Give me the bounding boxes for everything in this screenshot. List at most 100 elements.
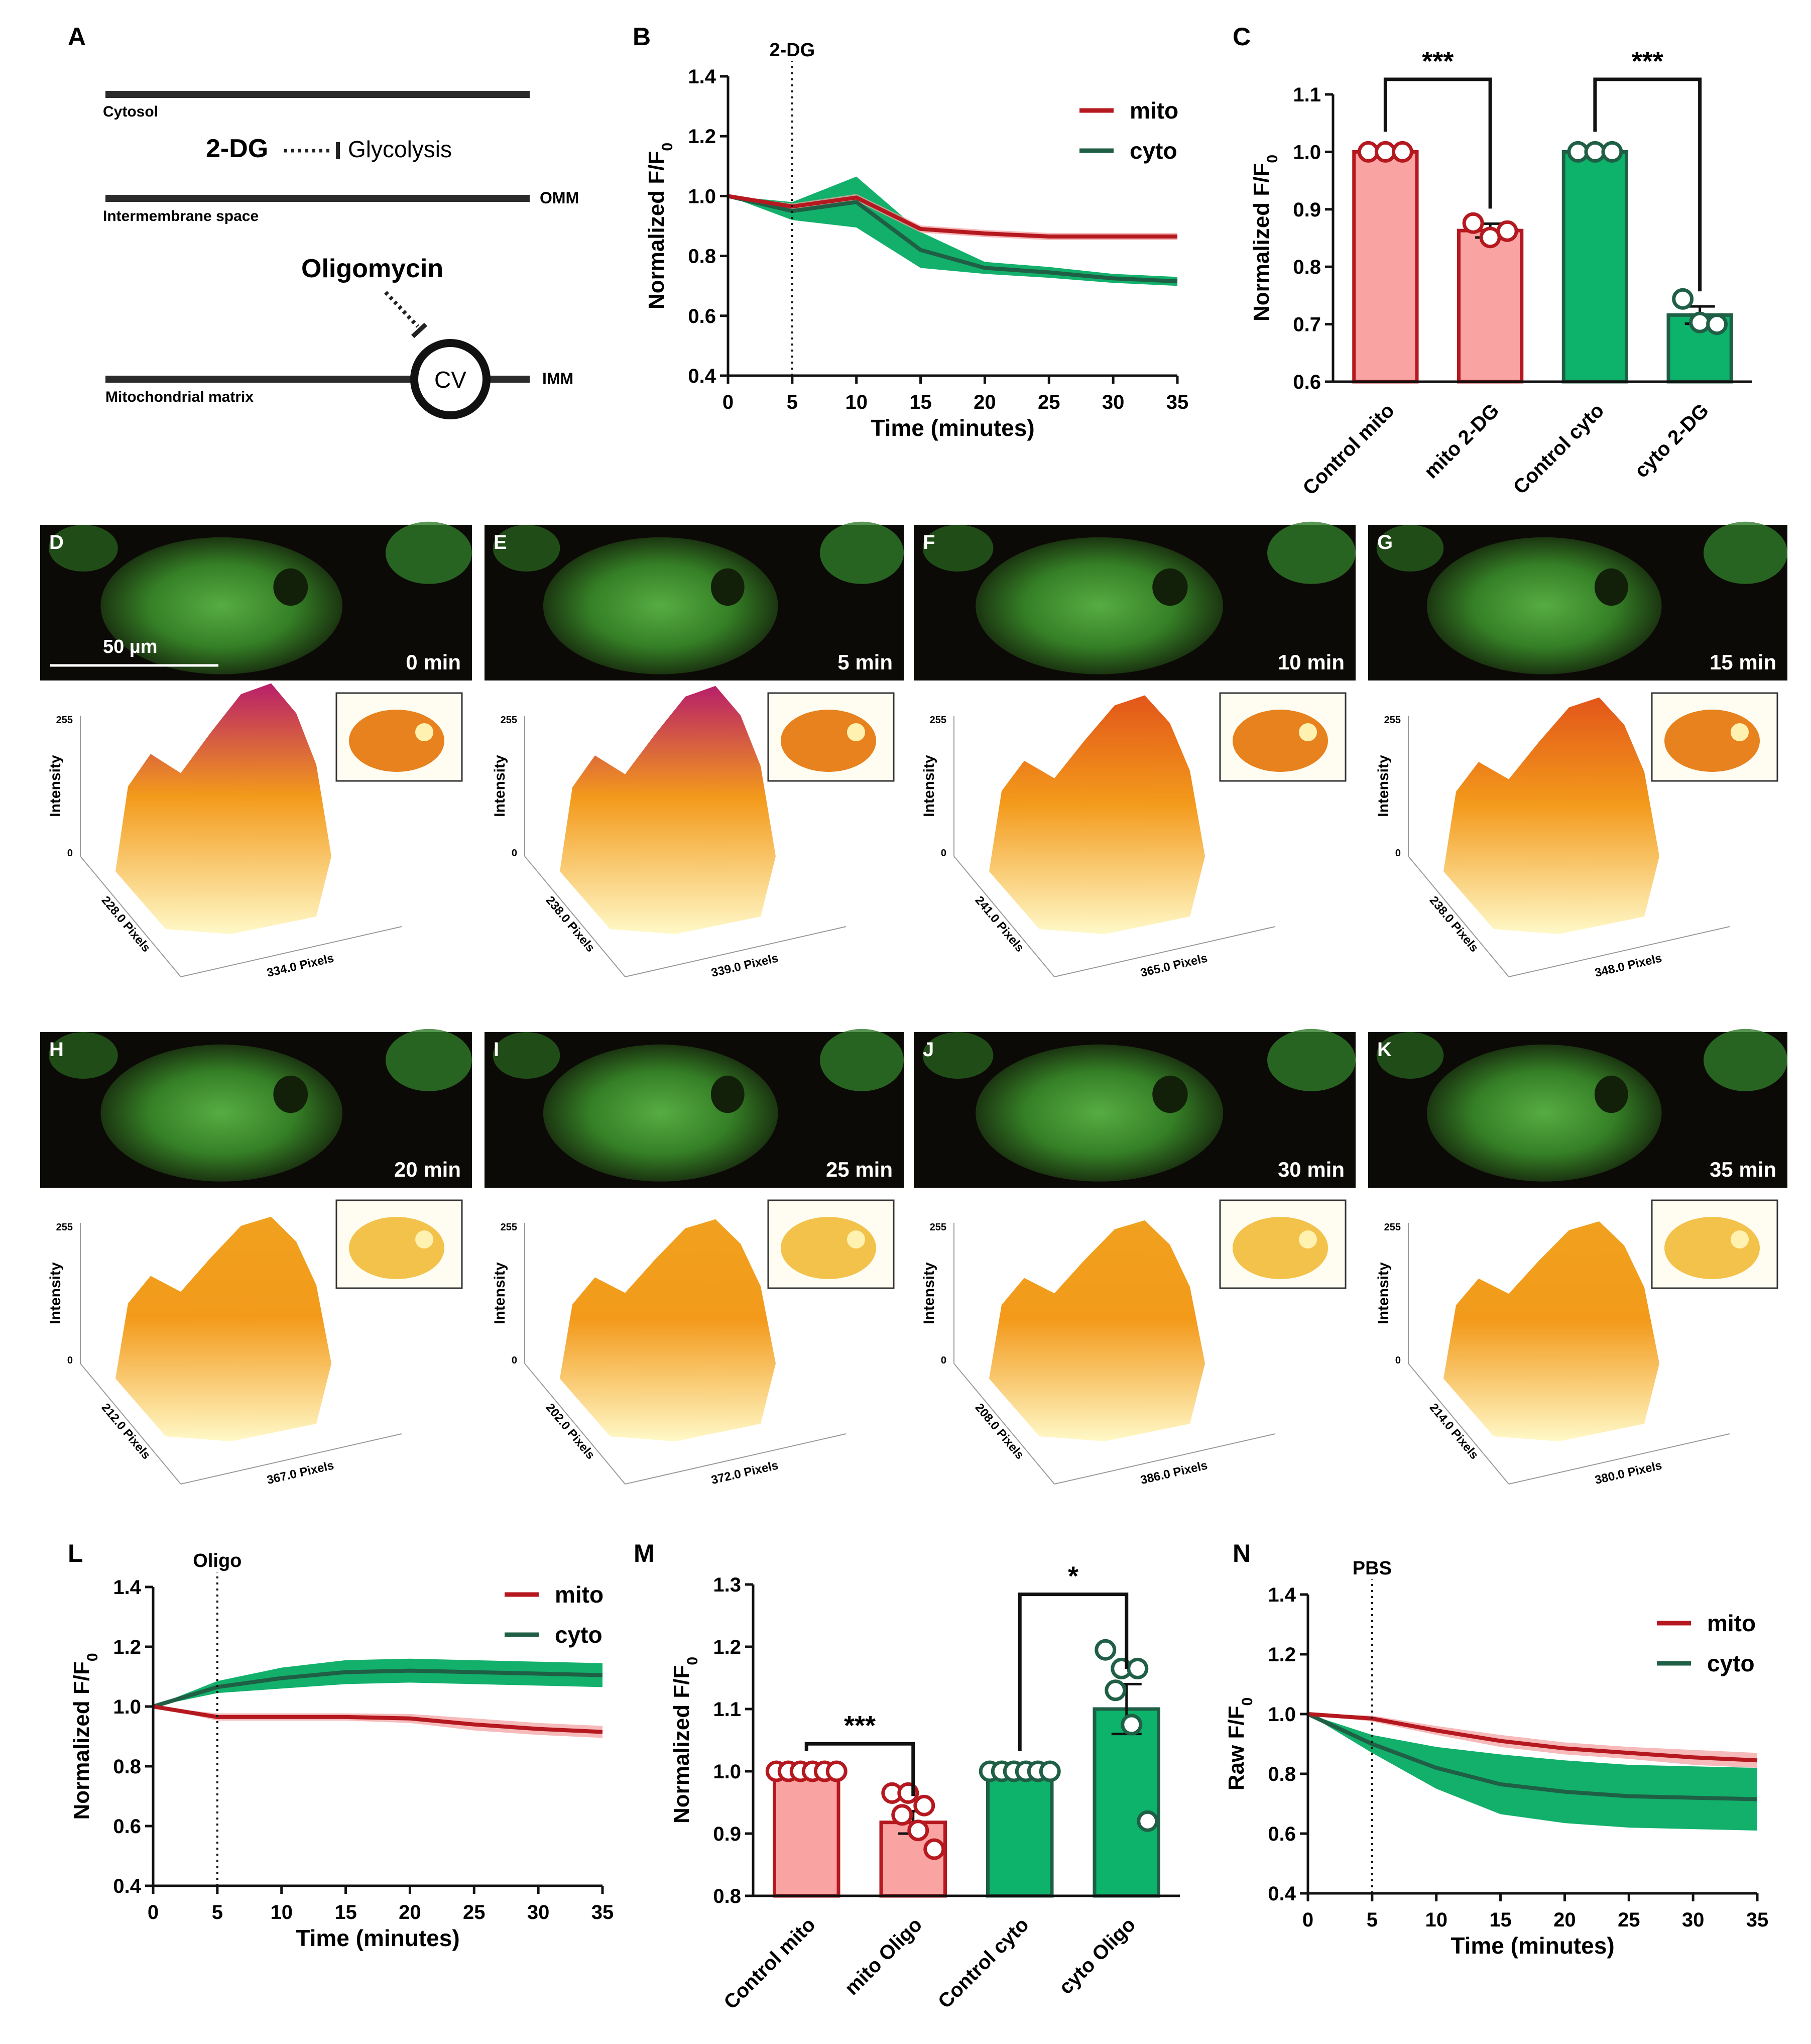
neighbor-cell bbox=[493, 525, 560, 572]
thumbnail-vacuole bbox=[415, 723, 433, 741]
y-tick-label: 1.1 bbox=[713, 1698, 741, 1721]
neighbor-cell bbox=[1704, 521, 1787, 584]
treatment-marker-label: PBS bbox=[1353, 1558, 1392, 1579]
bar-0 bbox=[1352, 150, 1419, 384]
data-point bbox=[1706, 313, 1728, 335]
panel-letter: G bbox=[1377, 531, 1393, 553]
thumbnail-cell bbox=[1233, 1217, 1328, 1279]
panel-letter: H bbox=[49, 1039, 64, 1061]
z-axis-min: 0 bbox=[941, 848, 946, 859]
cell-body bbox=[976, 1044, 1223, 1182]
panel-letter-n: N bbox=[1233, 1539, 1251, 1567]
z-axis-max: 255 bbox=[501, 1222, 517, 1233]
surface-y-axis bbox=[625, 1433, 847, 1485]
x-tick-label: 15 bbox=[1489, 1909, 1512, 1931]
cell-body bbox=[100, 1044, 342, 1182]
treatment-marker-label: 2-DG bbox=[769, 40, 815, 61]
category-label: mito Oligo bbox=[840, 1913, 926, 1999]
panel-letter: J bbox=[923, 1039, 934, 1061]
drug-2dg-label: 2-DG bbox=[206, 134, 268, 163]
series-line-cyto bbox=[152, 1668, 603, 1709]
time-label: 5 min bbox=[837, 650, 893, 674]
intensity-surface bbox=[989, 695, 1205, 934]
intensity-surface bbox=[560, 686, 776, 934]
chart-m-oligo-bars: Control mito mito Oligo Control cyto cyto O… bbox=[669, 1561, 1180, 2013]
series-line-cyto bbox=[728, 194, 1178, 284]
z-axis-label: Intensity bbox=[1375, 755, 1392, 817]
y-tick-label: 1.2 bbox=[1268, 1644, 1296, 1666]
significance-bracket bbox=[1593, 77, 1702, 292]
series-line-mito bbox=[728, 194, 1177, 239]
time-label: 10 min bbox=[1278, 650, 1345, 674]
thumbnail-cell bbox=[349, 710, 444, 772]
intensity-surface bbox=[560, 1219, 776, 1441]
cell-body bbox=[976, 537, 1223, 674]
series-band-cyto bbox=[153, 1658, 602, 1707]
y-tick-label: 1.0 bbox=[113, 1696, 141, 1718]
panel-letter-b: B bbox=[633, 23, 651, 51]
data-point bbox=[825, 1760, 848, 1782]
y-tick-label: 1.2 bbox=[113, 1636, 141, 1658]
x-tick-label: 0 bbox=[148, 1901, 159, 1923]
x-tick-label: 25 bbox=[463, 1901, 486, 1923]
neighbor-cell bbox=[1267, 1029, 1356, 1091]
legend-label-cyto: cyto bbox=[1130, 138, 1177, 164]
thumbnail-cell bbox=[781, 1217, 876, 1279]
panel-letter: F bbox=[923, 531, 935, 553]
y-tick-label: 0.6 bbox=[113, 1815, 141, 1838]
thumbnail-cell bbox=[1664, 1217, 1760, 1279]
thumbnail-cell bbox=[1664, 710, 1760, 772]
cell-body bbox=[1426, 1044, 1662, 1182]
x-tick-label: 25 bbox=[1038, 391, 1060, 413]
intensity-surface bbox=[115, 683, 331, 934]
neighbor-cell bbox=[386, 1029, 472, 1091]
category-label: cyto 2-DG bbox=[1630, 399, 1713, 482]
panel-letter-m: M bbox=[634, 1539, 655, 1567]
significance-bracket bbox=[804, 1742, 915, 1796]
legend-label-mito: mito bbox=[555, 1581, 603, 1608]
cell-vacuole bbox=[710, 568, 745, 606]
x-tick-label: 5 bbox=[787, 391, 798, 413]
x-tick-label: 35 bbox=[1746, 1909, 1769, 1931]
intensity-surface bbox=[115, 1216, 331, 1441]
x-tick-label: 10 bbox=[270, 1901, 293, 1923]
neighbor-cell bbox=[820, 521, 904, 584]
cell-body bbox=[543, 1044, 778, 1182]
series-band-mito bbox=[153, 1707, 602, 1738]
significance-bracket bbox=[1018, 1593, 1129, 1751]
z-axis-max: 255 bbox=[1384, 1222, 1401, 1233]
panel-letter: I bbox=[494, 1039, 499, 1061]
data-point bbox=[913, 1794, 935, 1816]
x-tick-label: 30 bbox=[1102, 391, 1125, 413]
thumbnail-vacuole bbox=[847, 1230, 865, 1248]
matrix-label: Mitochondrial matrix bbox=[105, 389, 254, 405]
cytosol-label: Cytosol bbox=[103, 103, 158, 120]
z-axis-min: 0 bbox=[1395, 848, 1401, 859]
cell-body bbox=[543, 537, 778, 674]
x-tick-label: 30 bbox=[1682, 1909, 1705, 1931]
z-axis-label: Intensity bbox=[921, 1262, 937, 1324]
panel-letter: E bbox=[494, 531, 507, 553]
x-tick-label: 15 bbox=[334, 1901, 357, 1923]
thumbnail-cell bbox=[781, 710, 876, 772]
y-tick-label: 1.4 bbox=[113, 1576, 141, 1599]
surface-y-axis bbox=[1054, 926, 1276, 977]
oligomycin-label: Oligomycin bbox=[301, 254, 443, 283]
x-axis-label: Time (minutes) bbox=[296, 1925, 459, 1951]
y-tick-label: 0.9 bbox=[713, 1823, 741, 1845]
cell-vacuole bbox=[710, 1075, 745, 1113]
y-axis-label: Normalized F/F0 bbox=[669, 1657, 701, 1824]
data-point bbox=[1496, 220, 1518, 242]
y-tick-label: 0.8 bbox=[1293, 256, 1321, 278]
z-axis-max: 255 bbox=[501, 715, 517, 726]
y-tick-label: 1.2 bbox=[713, 1636, 741, 1658]
series-line-mito bbox=[153, 1705, 603, 1734]
omm-label: OMM bbox=[540, 189, 579, 207]
z-axis-max: 255 bbox=[1384, 715, 1401, 726]
data-point bbox=[1127, 1657, 1149, 1679]
cell-body bbox=[1426, 537, 1662, 674]
y-axis-label: Normalized F/F0 bbox=[1249, 155, 1281, 321]
